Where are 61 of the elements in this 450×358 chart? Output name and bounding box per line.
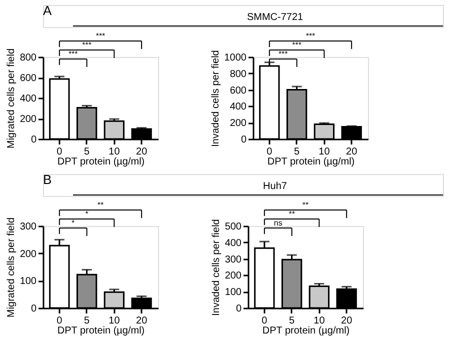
x-tick-label: 20: [346, 146, 358, 158]
y-axis-title: Migrated cells per field: [6, 217, 17, 318]
x-tick-label: 20: [341, 316, 353, 326]
y-tick-label: 600: [230, 85, 247, 96]
x-axis-title: DPT protein (µg/ml): [57, 156, 145, 168]
y-tick-label: 400: [230, 102, 247, 113]
y-tick-label: 200: [230, 118, 247, 130]
text: *: [85, 210, 88, 218]
x-axis-title: DPT protein (µg/ml): [57, 326, 145, 336]
y-tick-label: 1000: [224, 52, 247, 64]
y-tick-label: 400: [224, 238, 242, 249]
y-axis-title: Invaded cells per field: [210, 50, 222, 147]
x-tick-label: 10: [108, 146, 120, 158]
y-tick-label: 300: [20, 222, 37, 232]
y-tick-label: 800: [20, 52, 37, 64]
text: ***: [82, 40, 92, 50]
y-tick-label: 100: [224, 287, 242, 298]
y-tick-label: 0: [236, 304, 242, 314]
x-tick-label: 10: [108, 316, 120, 326]
text: Huh7: [263, 181, 288, 192]
y-axis-title: Migrated cells per field: [6, 48, 17, 149]
y-axis-title: Invaded cells per field: [210, 219, 222, 316]
x-tick-label: 10: [314, 316, 326, 326]
text: **: [288, 210, 295, 218]
annotation: ns: [274, 218, 282, 228]
y-tick-label: 200: [20, 114, 37, 125]
text: A: [43, 3, 52, 18]
y-tick-label: 500: [224, 222, 242, 232]
x-tick-label: 5: [289, 316, 296, 326]
text: ***: [292, 40, 302, 50]
y-tick-label: 800: [230, 68, 247, 80]
text: ***: [306, 32, 316, 40]
x-tick-label: 5: [294, 146, 300, 158]
y-tick-label: 100: [20, 276, 37, 288]
x-tick-label: 20: [136, 316, 148, 326]
y-tick-label: 0: [30, 304, 37, 314]
y-tick-label: 200: [20, 248, 37, 260]
x-tick-label: 5: [84, 316, 90, 326]
y-tick-label: 200: [224, 270, 242, 282]
text: **: [302, 200, 309, 210]
x-axis-title: DPT protein (µg/ml): [267, 156, 355, 168]
x-tick-label: 5: [84, 146, 90, 158]
annotation: ***: [68, 50, 78, 58]
x-tick-label: 0: [56, 146, 63, 158]
y-tick-label: 400: [20, 94, 37, 104]
x-tick-label: 10: [318, 146, 330, 158]
text: ***: [96, 32, 106, 40]
x-tick-label: 20: [136, 146, 148, 158]
text: **: [97, 200, 104, 210]
y-tick-label: 600: [20, 73, 37, 84]
text: SMMC-7721: [246, 12, 304, 23]
x-tick-label: 0: [266, 146, 273, 158]
annotation: ***: [278, 50, 288, 58]
y-tick-label: 0: [240, 134, 247, 146]
y-tick-label: 300: [224, 254, 242, 266]
annotation: *: [72, 218, 75, 228]
x-tick-label: 0: [262, 316, 268, 326]
x-tick-label: 0: [56, 316, 63, 326]
y-tick-label: 0: [30, 134, 37, 146]
x-axis-title: DPT protein (µg/ml): [262, 326, 350, 336]
text: B: [43, 172, 52, 187]
